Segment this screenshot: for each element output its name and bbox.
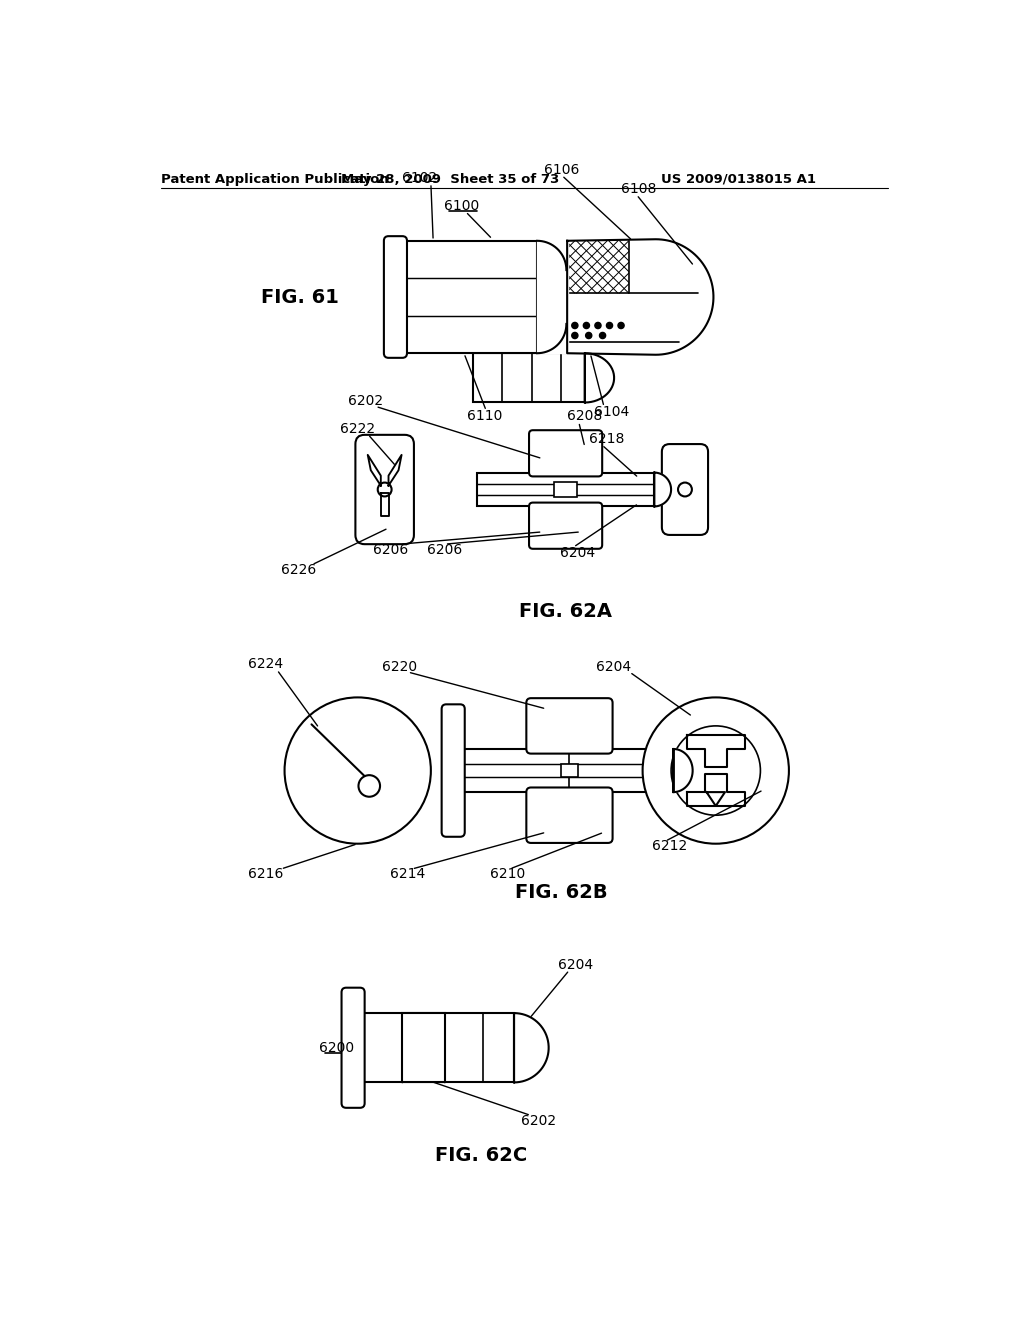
Polygon shape [567, 239, 714, 355]
Text: FIG. 62C: FIG. 62C [435, 1146, 527, 1166]
Text: 6214: 6214 [390, 867, 425, 882]
Circle shape [358, 775, 380, 797]
Text: FIG. 61: FIG. 61 [261, 288, 339, 306]
Text: Patent Application Publication: Patent Application Publication [162, 173, 389, 186]
Text: 6218: 6218 [589, 433, 624, 446]
FancyBboxPatch shape [529, 503, 602, 549]
Bar [360, 1014, 514, 1082]
Text: 6100: 6100 [444, 199, 479, 213]
FancyBboxPatch shape [526, 788, 612, 843]
FancyBboxPatch shape [441, 705, 465, 837]
FancyBboxPatch shape [342, 987, 365, 1107]
Text: 6226: 6226 [281, 564, 316, 577]
Text: US 2009/0138015 A1: US 2009/0138015 A1 [662, 173, 816, 186]
Bar [473, 354, 585, 403]
Text: 6202: 6202 [348, 393, 383, 408]
Text: 6210: 6210 [490, 867, 525, 882]
Text: 6212: 6212 [652, 840, 687, 853]
Text: 6204: 6204 [596, 660, 631, 673]
Text: May 28, 2009  Sheet 35 of 73: May 28, 2009 Sheet 35 of 73 [341, 173, 559, 186]
Bar [554, 482, 578, 498]
Circle shape [606, 322, 612, 329]
FancyBboxPatch shape [662, 444, 708, 535]
Bar [402, 240, 538, 354]
Circle shape [671, 726, 761, 816]
FancyBboxPatch shape [384, 236, 407, 358]
Bar [460, 748, 674, 792]
Circle shape [599, 333, 605, 339]
Circle shape [571, 322, 578, 329]
Text: 6206: 6206 [373, 543, 409, 557]
Text: 6204: 6204 [558, 957, 593, 972]
Circle shape [586, 333, 592, 339]
Text: 6104: 6104 [594, 405, 630, 420]
Circle shape [285, 697, 431, 843]
FancyBboxPatch shape [529, 430, 602, 477]
Text: 6102: 6102 [401, 170, 437, 185]
Circle shape [617, 322, 625, 329]
Text: 6216: 6216 [248, 867, 283, 882]
Circle shape [584, 322, 590, 329]
Text: 6110: 6110 [467, 409, 503, 424]
Circle shape [678, 483, 692, 496]
Text: 6206: 6206 [427, 543, 463, 557]
Text: 6220: 6220 [383, 660, 418, 673]
Text: 6208: 6208 [567, 409, 602, 424]
FancyBboxPatch shape [355, 434, 414, 544]
Text: FIG. 62A: FIG. 62A [519, 602, 612, 620]
Polygon shape [514, 1014, 549, 1082]
Bar [561, 763, 578, 777]
Text: 6224: 6224 [248, 657, 283, 672]
Text: 6200: 6200 [319, 1040, 354, 1055]
Bar [402, 1014, 444, 1082]
Text: 6222: 6222 [340, 422, 375, 437]
Polygon shape [654, 473, 671, 507]
Circle shape [378, 483, 391, 496]
Circle shape [571, 333, 578, 339]
Bar [477, 473, 654, 507]
Circle shape [643, 697, 788, 843]
Polygon shape [538, 240, 568, 354]
Polygon shape [674, 748, 692, 792]
Text: 6106: 6106 [544, 162, 580, 177]
Text: FIG. 62B: FIG. 62B [515, 883, 608, 902]
Circle shape [595, 322, 601, 329]
FancyBboxPatch shape [526, 698, 612, 754]
Text: 6202: 6202 [521, 1114, 556, 1127]
Text: 6108: 6108 [622, 182, 656, 197]
Text: 6204: 6204 [559, 545, 595, 560]
Polygon shape [585, 354, 614, 403]
